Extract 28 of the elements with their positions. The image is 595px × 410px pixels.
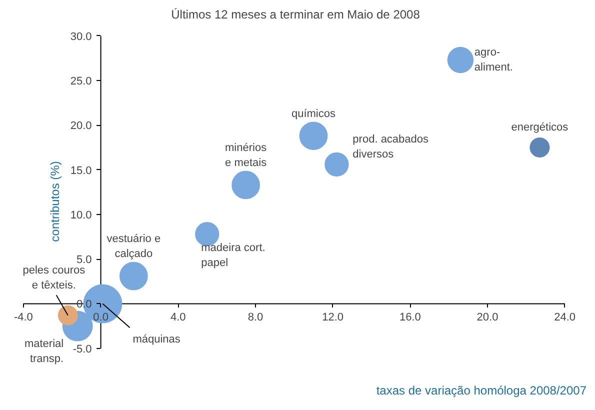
x-tick-label: 4.0 [170,312,186,324]
x-tick-label: 0.0 [93,312,108,324]
x-tick-label: 12.0 [322,312,344,324]
y-tick-label: 10.0 [70,209,92,222]
x-tick-label: 16.0 [399,312,421,324]
annotation: peles couros e têxteis. [22,264,86,292]
x-tick-label: 24.0 [554,312,576,324]
y-tick-label: -5.0 [72,343,92,356]
y-tick-label: 15.0 [70,164,92,177]
annotation: vestuário e calçado [106,233,161,260]
annotation: máquinas [132,334,181,346]
x-tick-label: 8.0 [248,312,264,324]
chart-title: Últimos 12 meses a terminar em Maio de 2008 [171,8,420,22]
y-axis-title: contributos (%) [48,161,62,242]
y-tick-label: 5.0 [76,254,92,266]
y-tick-label: 30.0 [70,30,92,43]
annotation: material transp. [24,338,64,366]
annotation: agro- aliment. [474,46,513,74]
x-tick-label: 20.0 [476,312,498,324]
annotation: químicos [291,108,336,120]
annotation: energéticos [511,121,569,134]
annotation: prod. acabados diversos [352,133,430,160]
y-tick-label: 20.0 [70,120,92,132]
y-tick-label: 25.0 [70,76,92,88]
annotation: madeira cort. papel [201,242,266,270]
x-axis-title: taxas de variação homóloga 2008/2007 [376,384,587,398]
annotation: minérios e metais [225,142,268,169]
x-tick-label: -4.0 [14,312,33,324]
